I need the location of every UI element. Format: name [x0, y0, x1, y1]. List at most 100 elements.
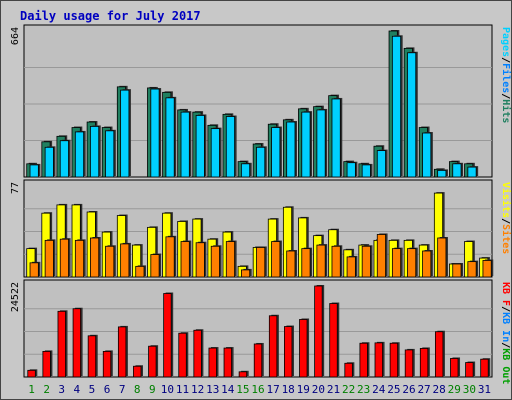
bar-sites-day-16 [256, 247, 266, 278]
bar-kb-f-day-26 [404, 349, 414, 378]
day-label-15: 15 [236, 383, 249, 396]
bar-kb-f-day-20 [314, 285, 323, 378]
bar-files-day-25 [391, 35, 402, 178]
bar-sites-day-11 [180, 241, 190, 278]
bar-files-day-23 [361, 164, 371, 178]
bar-files-day-11 [180, 111, 190, 178]
bar-files-day-10 [165, 97, 175, 178]
bar-sites-day-22 [346, 256, 356, 278]
day-label-3: 3 [58, 383, 65, 396]
bar-files-day-27 [422, 132, 432, 178]
day-label-10: 10 [161, 383, 174, 396]
bar-files-day-22 [346, 162, 356, 178]
legend-entry: Visits [500, 182, 512, 218]
bar-sites-day-7 [120, 243, 130, 278]
bar-kb-f-day-22 [344, 362, 353, 378]
legend-entry: Sites [500, 224, 512, 254]
bar-sites-day-27 [422, 250, 432, 278]
bar-files-day-28 [437, 170, 447, 178]
bar-files-day-15 [240, 163, 251, 178]
bar-sites-day-26 [407, 248, 417, 278]
day-label-9: 9 [149, 383, 156, 396]
day-label-18: 18 [282, 383, 295, 396]
bar-files-day-5 [90, 126, 100, 178]
bar-kb-f-day-10 [163, 293, 172, 378]
day-label-17: 17 [266, 383, 279, 396]
bar-files-day-20 [316, 109, 326, 178]
bar-sites-day-3 [59, 238, 69, 278]
bar-kb-f-day-21 [329, 303, 338, 378]
day-label-5: 5 [89, 383, 96, 396]
bar-kb-f-day-29 [450, 358, 459, 378]
bar-files-day-26 [407, 52, 417, 178]
day-label-28: 28 [433, 383, 446, 396]
legend-entry: KB Out [500, 348, 511, 384]
day-label-30: 30 [463, 383, 476, 396]
bar-files-day-13 [210, 128, 220, 178]
bar-files-day-17 [271, 127, 281, 178]
bar-files-day-16 [256, 146, 266, 178]
legend-entry: KB F [500, 282, 511, 306]
bar-sites-day-23 [361, 245, 371, 278]
day-label-19: 19 [297, 383, 310, 396]
bar-sites-day-31 [482, 260, 492, 278]
day-label-14: 14 [221, 383, 235, 396]
bar-sites-day-25 [391, 248, 402, 278]
bar-files-day-7 [120, 89, 130, 178]
bar-sites-day-2 [44, 239, 54, 278]
bar-sites-day-15 [240, 269, 251, 278]
day-label-27: 27 [417, 383, 430, 396]
bar-files-day-18 [286, 121, 296, 178]
bar-sites-day-6 [105, 245, 115, 278]
legend-entry: / [500, 57, 511, 63]
bar-kb-f-day-4 [72, 308, 82, 378]
bar-kb-f-day-27 [419, 348, 429, 378]
bar-kb-f-day-5 [87, 335, 97, 378]
bar-files-day-2 [44, 146, 54, 178]
legend-entry: / [500, 218, 511, 224]
day-label-13: 13 [206, 383, 219, 396]
bar-kb-f-day-18 [284, 326, 293, 378]
bar-sites-day-8 [135, 265, 145, 278]
ymax-label: 24522 [10, 282, 21, 312]
day-label-11: 11 [176, 383, 189, 396]
panel-legend: KB F/KB In/KB Out [500, 282, 511, 384]
day-label-1: 1 [28, 383, 35, 396]
panel-hits-files: 664 Pages/Files/Hits [10, 24, 512, 178]
bar-kb-f-day-24 [374, 342, 383, 378]
bar-files-day-14 [225, 116, 235, 178]
bar-sites-day-21 [331, 245, 341, 278]
legend-entry: / [500, 93, 511, 99]
bar-sites-day-18 [286, 250, 296, 278]
bar-sites-day-4 [74, 239, 85, 278]
day-label-12: 12 [191, 383, 204, 396]
day-label-26: 26 [402, 383, 415, 396]
day-label-21: 21 [327, 383, 340, 396]
day-label-29: 29 [448, 383, 461, 396]
bar-kb-f-day-3 [57, 310, 66, 378]
bar-kb-f-day-31 [480, 358, 489, 378]
bar-sites-day-9 [150, 254, 160, 278]
bar-kb-f-day-15 [238, 371, 248, 378]
chart-title: Daily usage for July 2017 [20, 9, 201, 23]
bar-sites-day-12 [195, 242, 205, 278]
bar-files-day-24 [376, 150, 386, 178]
day-label-16: 16 [251, 383, 264, 396]
bar-kb-f-day-11 [178, 332, 187, 378]
legend-entry: Hits [500, 99, 512, 123]
bar-sites-day-28 [437, 237, 447, 278]
bar-files-day-19 [301, 111, 311, 178]
bar-sites-day-20 [316, 244, 326, 278]
bar-files-day-21 [331, 98, 341, 178]
bar-sites-day-5 [90, 237, 100, 278]
day-label-4: 4 [74, 383, 81, 396]
bar-sites-day-19 [301, 248, 311, 278]
bar-sites-day-14 [225, 241, 235, 278]
day-label-6: 6 [104, 383, 111, 396]
day-label-8: 8 [134, 383, 141, 396]
bar-sites-day-29 [452, 263, 462, 278]
bar-files-day-1 [29, 164, 39, 178]
bar-sites-day-1 [29, 262, 39, 278]
bar-sites-day-24 [376, 234, 386, 278]
